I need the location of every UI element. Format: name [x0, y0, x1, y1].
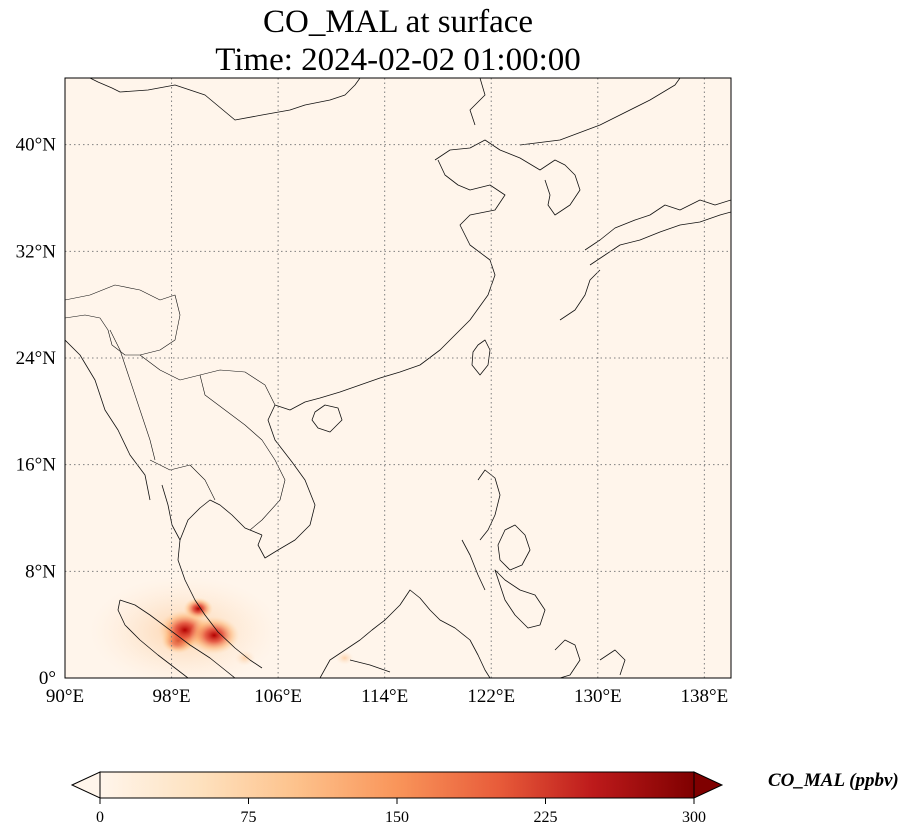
lon-tick-label: 130°E [574, 686, 622, 707]
map-frame [64, 77, 732, 679]
lon-tick-label: 122°E [467, 686, 515, 707]
lon-tick-label: 106°E [254, 686, 302, 707]
colorbar-extend-low [70, 771, 101, 799]
colorbar: 0 75 150 225 300 [70, 771, 724, 826]
colorbar-label: CO_MAL (ppbv) [768, 770, 899, 791]
colorbar-tick-label: 225 [534, 809, 558, 826]
lat-tick-label: 40°N [16, 135, 57, 156]
colorbar-tick-label: 75 [241, 809, 257, 826]
concentration-field [89, 576, 354, 678]
lon-tick-label: 90°E [46, 686, 84, 707]
colorbar-tick-label: 300 [682, 809, 706, 826]
gridlines [65, 78, 731, 678]
lat-tick-label: 8°N [25, 561, 56, 582]
plume-2 [189, 616, 240, 655]
lat-tick-label: 0° [39, 668, 56, 689]
colorbar-extend-high [693, 771, 724, 799]
lat-tick-labels: 0° 8°N 16°N 24°N 32°N 40°N [16, 135, 57, 689]
lat-tick-label: 16°N [16, 455, 57, 476]
colorbar-tick-label: 150 [385, 809, 409, 826]
lon-tick-label: 98°E [152, 686, 190, 707]
plume-3 [183, 597, 213, 620]
lon-tick-labels: 90°E 98°E 106°E 114°E 122°E 130°E 138°E [46, 686, 728, 707]
lat-tick-label: 32°N [16, 241, 57, 262]
map-subtitle: Time: 2024-02-02 01:00:00 [215, 42, 581, 78]
plume-4 [234, 650, 256, 666]
colorbar-ticks: 0 75 150 225 300 [96, 798, 706, 826]
lon-tick-label: 114°E [361, 686, 408, 707]
coastlines [65, 78, 731, 678]
colorbar-ramp [99, 771, 695, 799]
plume-5 [335, 651, 354, 665]
lat-tick-label: 24°N [16, 348, 57, 369]
map-title: CO_MAL at surface [262, 4, 534, 40]
lon-tick-label: 138°E [681, 686, 729, 707]
colorbar-tick-label: 0 [96, 809, 104, 826]
